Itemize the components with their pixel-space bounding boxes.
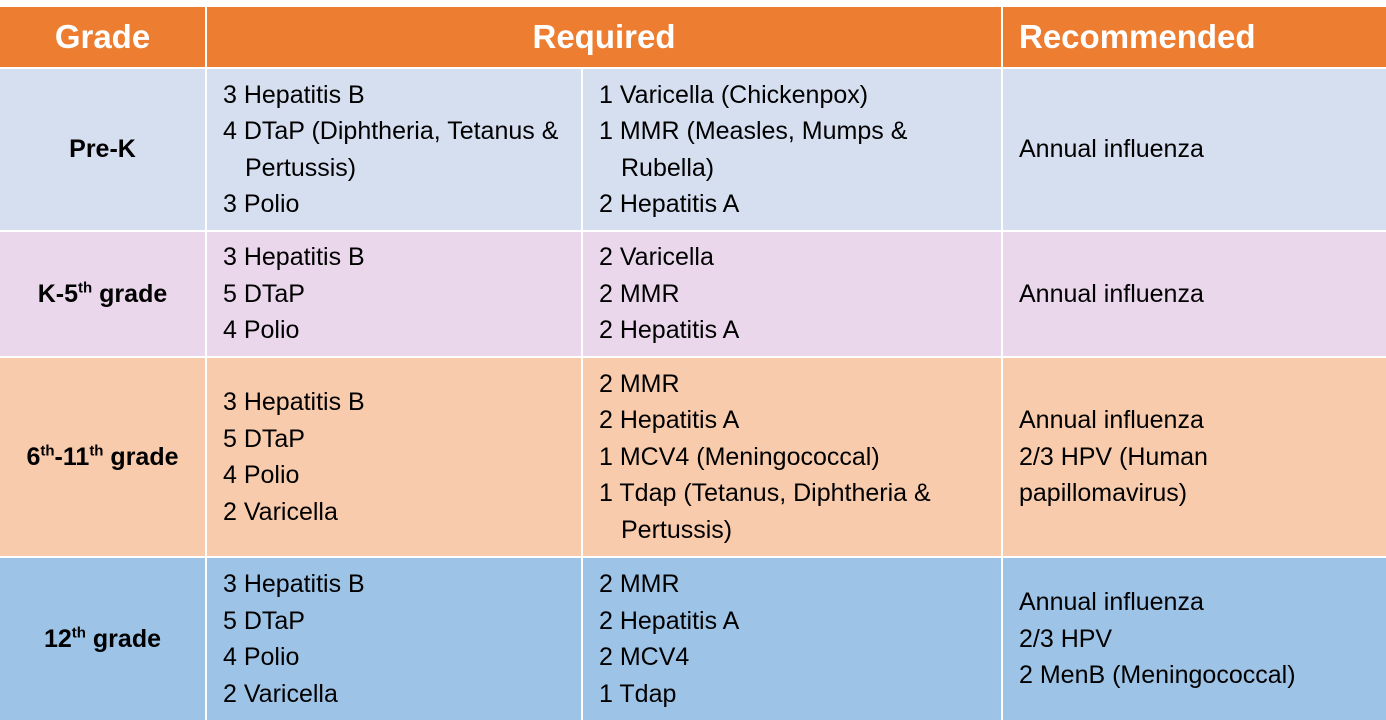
list-item: 1 MMR (Measles, Mumps & Rubella)	[599, 117, 908, 182]
list-item: 2 MCV4	[599, 643, 690, 671]
list-item: 2 Varicella	[223, 497, 338, 526]
grade-label-mid: grade	[92, 279, 168, 308]
list-item: 2 Hepatitis A	[599, 190, 740, 218]
grade-label-mid: -11	[54, 442, 90, 471]
grade-label-sup: th	[78, 279, 93, 297]
header-recommended: Recommended	[1001, 7, 1386, 68]
list-item: 3 Hepatitis B	[223, 388, 365, 416]
list-item: 2 Hepatitis A	[599, 606, 740, 635]
required-cell-1: 3 Hepatitis B 4 DTaP (Diphtheria, Tetanu…	[205, 67, 582, 231]
list-item: 2/3 HPV	[1019, 624, 1113, 653]
recommended-cell: Annual influenza 2/3 HPV (Human papillom…	[1001, 356, 1386, 557]
required-cell-2: 1 Varicella (Chickenpox) 1 MMR (Measles,…	[581, 67, 1002, 231]
list-item: 1 Tdap (Tetanus, Diphtheria & Pertussis)	[599, 479, 931, 544]
header-grade: Grade	[0, 7, 206, 68]
list-item: 2 Varicella	[223, 679, 338, 708]
list-item: 4 DTaP (Diphtheria, Tetanus & Pertussis)	[223, 117, 559, 182]
table-row: K-5th grade 3 Hepatitis B 5 DTaP 4 Polio…	[0, 230, 1386, 357]
list-item: 5 DTaP	[223, 279, 305, 308]
list-item: Annual influenza	[1019, 406, 1204, 435]
grade-cell: K-5th grade	[0, 230, 206, 357]
list-item: 5 DTaP	[223, 606, 305, 635]
grade-label-tail: grade	[103, 442, 179, 471]
list-item: 1 Varicella (Chickenpox)	[599, 80, 869, 109]
list-item: 2 Hepatitis A	[599, 406, 740, 435]
list-item: Annual influenza	[1019, 588, 1204, 617]
list-item: 2 MMR	[599, 279, 680, 308]
required-cell-2: 2 Varicella 2 MMR 2 Hepatitis A	[581, 230, 1002, 357]
list-item: 2 Varicella	[599, 243, 714, 272]
list-item: Annual influenza	[1019, 135, 1204, 164]
list-item: 2 MMR	[599, 369, 680, 398]
table-row: 6th-11th grade 3 Hepatitis B 5 DTaP 4 Po…	[0, 356, 1386, 557]
grade-label-sup: th	[71, 624, 86, 642]
grade-label-base: 6	[26, 442, 41, 471]
header-row: Grade Required Recommended	[0, 7, 1386, 68]
list-item: 3 Hepatitis B	[223, 243, 365, 272]
list-item: 3 Hepatitis B	[223, 80, 365, 109]
grade-label-sup-2: th	[89, 442, 104, 460]
list-item: 2/3 HPV (Human papillomavirus)	[1019, 442, 1208, 508]
required-cell-1: 3 Hepatitis B 5 DTaP 4 Polio 2 Varicella	[205, 556, 582, 720]
recommended-cell: Annual influenza	[1001, 230, 1386, 357]
list-item: 1 MCV4 (Meningococcal)	[599, 442, 880, 471]
list-item: 4 Polio	[223, 316, 300, 345]
list-item: 5 DTaP	[223, 424, 305, 453]
required-cell-1: 3 Hepatitis B 5 DTaP 4 Polio	[205, 230, 582, 357]
table-row: 12th grade 3 Hepatitis B 5 DTaP 4 Polio …	[0, 556, 1386, 720]
table-row: Pre-K 3 Hepatitis B 4 DTaP (Diphtheria, …	[0, 67, 1386, 231]
list-item: 2 MMR	[599, 570, 680, 598]
vaccination-table: Grade Required Recommended Pre-K 3 Hepat…	[0, 7, 1386, 720]
header-required: Required	[205, 7, 1002, 68]
required-cell-2: 2 MMR 2 Hepatitis A 1 MCV4 (Meningococca…	[581, 356, 1002, 557]
recommended-cell: Annual influenza	[1001, 67, 1386, 231]
grade-label-base: 12	[43, 624, 72, 653]
grade-label-base: K-5	[37, 279, 79, 308]
list-item: 4 Polio	[223, 461, 300, 489]
list-item: 2 MenB (Meningococcal)	[1019, 661, 1296, 690]
list-item: 3 Polio	[223, 190, 300, 218]
grade-label: Pre-K	[69, 135, 136, 164]
list-item: 2 Hepatitis A	[599, 316, 740, 345]
grade-cell: 12th grade	[0, 556, 206, 720]
list-item: Annual influenza	[1019, 279, 1204, 308]
grade-label-sup: th	[40, 442, 55, 460]
list-item: 3 Hepatitis B	[223, 570, 365, 598]
list-item: 1 Tdap	[599, 679, 677, 708]
recommended-cell: Annual influenza 2/3 HPV 2 MenB (Meningo…	[1001, 556, 1386, 720]
grade-cell: 6th-11th grade	[0, 356, 206, 557]
list-item: 4 Polio	[223, 643, 300, 671]
required-cell-1: 3 Hepatitis B 5 DTaP 4 Polio 2 Varicella	[205, 356, 582, 557]
grade-label-mid: grade	[85, 624, 161, 653]
required-cell-2: 2 MMR 2 Hepatitis A 2 MCV4 1 Tdap	[581, 556, 1002, 720]
grade-cell: Pre-K	[0, 67, 206, 231]
